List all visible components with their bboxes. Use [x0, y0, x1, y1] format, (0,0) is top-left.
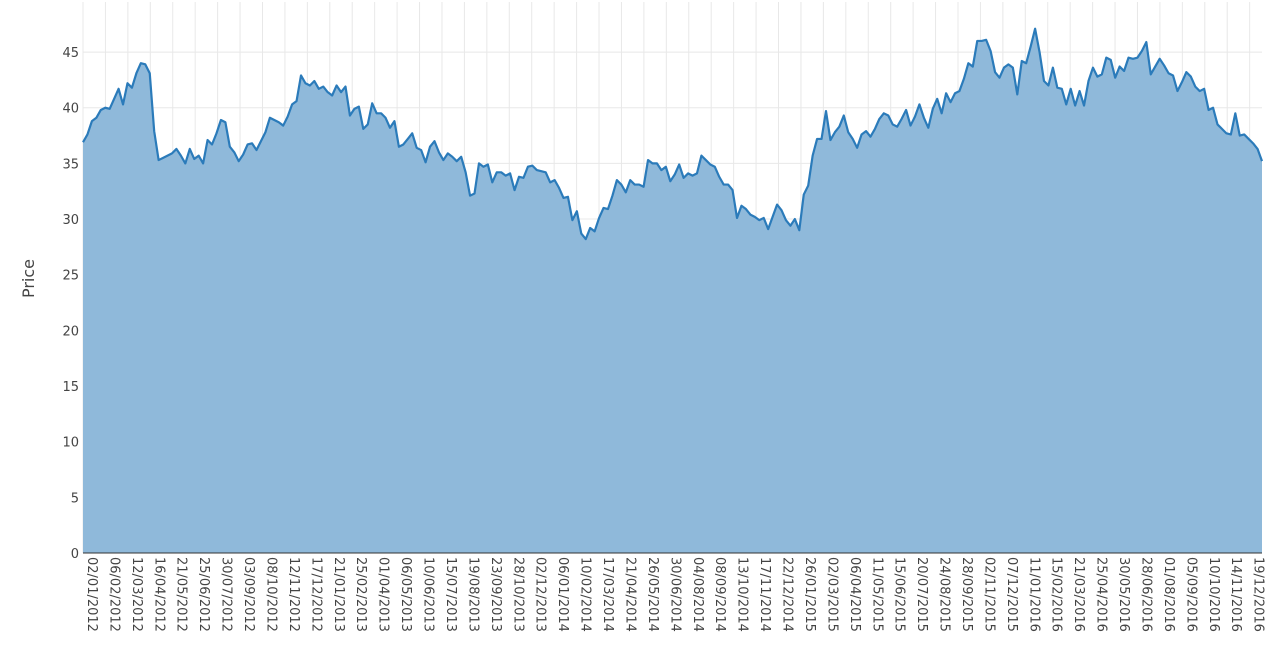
x-tick-label: 17/03/2014 — [600, 557, 615, 632]
x-tick-label: 28/10/2013 — [510, 557, 525, 632]
x-tick-label: 02/01/2012 — [84, 557, 99, 632]
x-tick-label: 02/03/2015 — [824, 557, 839, 632]
x-tick-label: 17/12/2012 — [308, 557, 323, 632]
price-area-fill — [83, 28, 1262, 554]
x-tick-label: 19/08/2013 — [465, 557, 480, 632]
y-tick-label: 20 — [62, 324, 79, 339]
x-tick-label: 06/04/2015 — [847, 557, 862, 632]
x-tick-label: 02/12/2013 — [533, 557, 548, 632]
x-tick-label: 06/05/2013 — [398, 557, 413, 632]
x-tick-label: 22/12/2014 — [780, 557, 795, 632]
x-tick-label: 15/02/2016 — [1049, 557, 1064, 632]
x-tick-label: 30/05/2016 — [1116, 557, 1131, 632]
x-tick-label: 13/10/2014 — [735, 557, 750, 632]
x-tick-label: 02/11/2015 — [981, 557, 996, 632]
x-tick-label: 12/03/2012 — [129, 557, 144, 632]
x-tick-label: 25/02/2013 — [353, 557, 368, 632]
x-tick-label: 25/04/2016 — [1094, 557, 1109, 632]
y-tick-label: 40 — [62, 102, 79, 117]
x-tick-label: 17/11/2014 — [757, 557, 772, 632]
x-tick-label: 24/08/2015 — [937, 557, 952, 632]
y-tick-label: 5 — [71, 491, 79, 506]
y-axis-ticks: 0 5 10 15 20 25 30 35 40 45 — [62, 46, 79, 562]
x-tick-label: 20/07/2015 — [914, 557, 929, 632]
x-tick-label: 10/10/2016 — [1206, 557, 1221, 632]
x-tick-label: 01/08/2016 — [1161, 557, 1176, 632]
y-tick-label: 15 — [62, 380, 79, 395]
y-tick-label: 35 — [62, 157, 79, 172]
x-tick-label: 28/06/2016 — [1138, 557, 1153, 632]
x-tick-label: 03/09/2012 — [241, 557, 256, 632]
x-tick-label: 16/04/2012 — [151, 557, 166, 632]
x-tick-label: 15/07/2013 — [443, 557, 458, 632]
x-tick-label: 04/08/2014 — [690, 557, 705, 632]
y-axis-title: Price — [19, 259, 38, 298]
x-tick-label: 19/12/2016 — [1251, 557, 1265, 632]
x-tick-label: 06/02/2012 — [106, 557, 121, 632]
x-tick-label: 21/03/2016 — [1071, 557, 1086, 632]
x-tick-label: 11/01/2016 — [1026, 557, 1041, 632]
x-tick-label: 21/01/2013 — [331, 557, 346, 632]
x-tick-label: 07/12/2015 — [1004, 557, 1019, 632]
x-tick-label: 11/05/2015 — [869, 557, 884, 632]
x-axis-ticks: 02/01/2012 06/02/2012 12/03/2012 16/04/2012… — [84, 557, 1265, 632]
x-tick-label: 25/06/2012 — [196, 557, 211, 632]
x-tick-label: 06/01/2014 — [555, 557, 570, 632]
x-tick-label: 08/10/2012 — [263, 557, 278, 632]
y-tick-label: 0 — [71, 547, 79, 562]
x-tick-label: 26/01/2015 — [802, 557, 817, 632]
x-tick-label: 26/05/2014 — [645, 557, 660, 632]
data-area — [82, 27, 1264, 554]
x-tick-label: 15/06/2015 — [892, 557, 907, 632]
x-tick-label: 08/09/2014 — [712, 557, 727, 632]
x-tick-label: 30/06/2014 — [667, 557, 682, 632]
x-tick-label: 10/06/2013 — [421, 557, 436, 632]
y-tick-label: 10 — [62, 436, 79, 451]
x-tick-label: 14/11/2016 — [1228, 557, 1243, 632]
x-tick-label: 01/04/2013 — [376, 557, 391, 632]
x-tick-label: 12/11/2012 — [286, 557, 301, 632]
x-tick-label: 21/04/2014 — [622, 557, 637, 632]
price-line — [82, 27, 1264, 241]
x-tick-label: 21/05/2012 — [174, 557, 189, 632]
x-tick-label: 23/09/2013 — [488, 557, 503, 632]
y-tick-label: 45 — [62, 46, 79, 61]
y-tick-label: 30 — [62, 213, 79, 228]
x-tick-label: 30/07/2012 — [219, 557, 234, 632]
x-tick-label: 05/09/2016 — [1183, 557, 1198, 632]
x-tick-label: 28/09/2015 — [959, 557, 974, 632]
x-tick-label: 10/02/2014 — [578, 557, 593, 632]
y-tick-label: 25 — [62, 269, 79, 284]
